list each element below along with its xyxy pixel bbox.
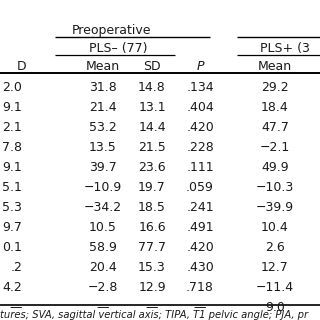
Text: 18.5: 18.5: [138, 201, 166, 214]
Text: 10.4: 10.4: [261, 221, 289, 234]
Text: 29.2: 29.2: [261, 81, 289, 94]
Text: .241: .241: [186, 201, 214, 214]
Text: 31.8: 31.8: [89, 81, 117, 94]
Text: −39.9: −39.9: [256, 201, 294, 214]
Text: tures; SVA, sagittal vertical axis; TIPA, T1 pelvic angle; PJA, pr: tures; SVA, sagittal vertical axis; TIPA…: [0, 310, 308, 320]
Text: 5.1: 5.1: [2, 181, 22, 194]
Text: D: D: [17, 60, 27, 73]
Text: PLS+ (3: PLS+ (3: [260, 42, 310, 55]
Text: 7.8: 7.8: [2, 141, 22, 154]
Text: 2.0: 2.0: [2, 81, 22, 94]
Text: —: —: [146, 301, 158, 314]
Text: 15.3: 15.3: [138, 261, 166, 274]
Text: 49.9: 49.9: [261, 161, 289, 174]
Text: .491: .491: [186, 221, 214, 234]
Text: −34.2: −34.2: [84, 201, 122, 214]
Text: 18.4: 18.4: [261, 101, 289, 114]
Text: —: —: [10, 301, 22, 314]
Text: 13.5: 13.5: [89, 141, 117, 154]
Text: .059: .059: [186, 181, 214, 194]
Text: 4.2: 4.2: [2, 281, 22, 294]
Text: −2.8: −2.8: [88, 281, 118, 294]
Text: —: —: [194, 301, 206, 314]
Text: .134: .134: [186, 81, 214, 94]
Text: 9.7: 9.7: [2, 221, 22, 234]
Text: 77.7: 77.7: [138, 241, 166, 254]
Text: .404: .404: [186, 101, 214, 114]
Text: 12.9: 12.9: [138, 281, 166, 294]
Text: 14.8: 14.8: [138, 81, 166, 94]
Text: .420: .420: [186, 241, 214, 254]
Text: 58.9: 58.9: [89, 241, 117, 254]
Text: Preoperative: Preoperative: [72, 24, 151, 37]
Text: 20.4: 20.4: [89, 261, 117, 274]
Text: −11.4: −11.4: [256, 281, 294, 294]
Text: —: —: [97, 301, 109, 314]
Text: .111: .111: [186, 161, 214, 174]
Text: −10.3: −10.3: [256, 181, 294, 194]
Text: 10.5: 10.5: [89, 221, 117, 234]
Text: 9.1: 9.1: [2, 161, 22, 174]
Text: 14.4: 14.4: [138, 121, 166, 134]
Text: −10.9: −10.9: [84, 181, 122, 194]
Text: 53.2: 53.2: [89, 121, 117, 134]
Text: SD: SD: [143, 60, 161, 73]
Text: 23.6: 23.6: [138, 161, 166, 174]
Text: −2.1: −2.1: [260, 141, 290, 154]
Text: .228: .228: [186, 141, 214, 154]
Text: 0.1: 0.1: [2, 241, 22, 254]
Text: 5.3: 5.3: [2, 201, 22, 214]
Text: 12.7: 12.7: [261, 261, 289, 274]
Text: 21.5: 21.5: [138, 141, 166, 154]
Text: 39.7: 39.7: [89, 161, 117, 174]
Text: 13.1: 13.1: [138, 101, 166, 114]
Text: 19.7: 19.7: [138, 181, 166, 194]
Text: P: P: [196, 60, 204, 73]
Text: .2: .2: [10, 261, 22, 274]
Text: 2.1: 2.1: [2, 121, 22, 134]
Text: 2.6: 2.6: [265, 241, 285, 254]
Text: Mean: Mean: [86, 60, 120, 73]
Text: 9.1: 9.1: [2, 101, 22, 114]
Text: Mean: Mean: [258, 60, 292, 73]
Text: 47.7: 47.7: [261, 121, 289, 134]
Text: 16.6: 16.6: [138, 221, 166, 234]
Text: .430: .430: [186, 261, 214, 274]
Text: .718: .718: [186, 281, 214, 294]
Text: PLS– (77): PLS– (77): [89, 42, 147, 55]
Text: 21.4: 21.4: [89, 101, 117, 114]
Text: 9.0: 9.0: [265, 301, 285, 314]
Text: .420: .420: [186, 121, 214, 134]
